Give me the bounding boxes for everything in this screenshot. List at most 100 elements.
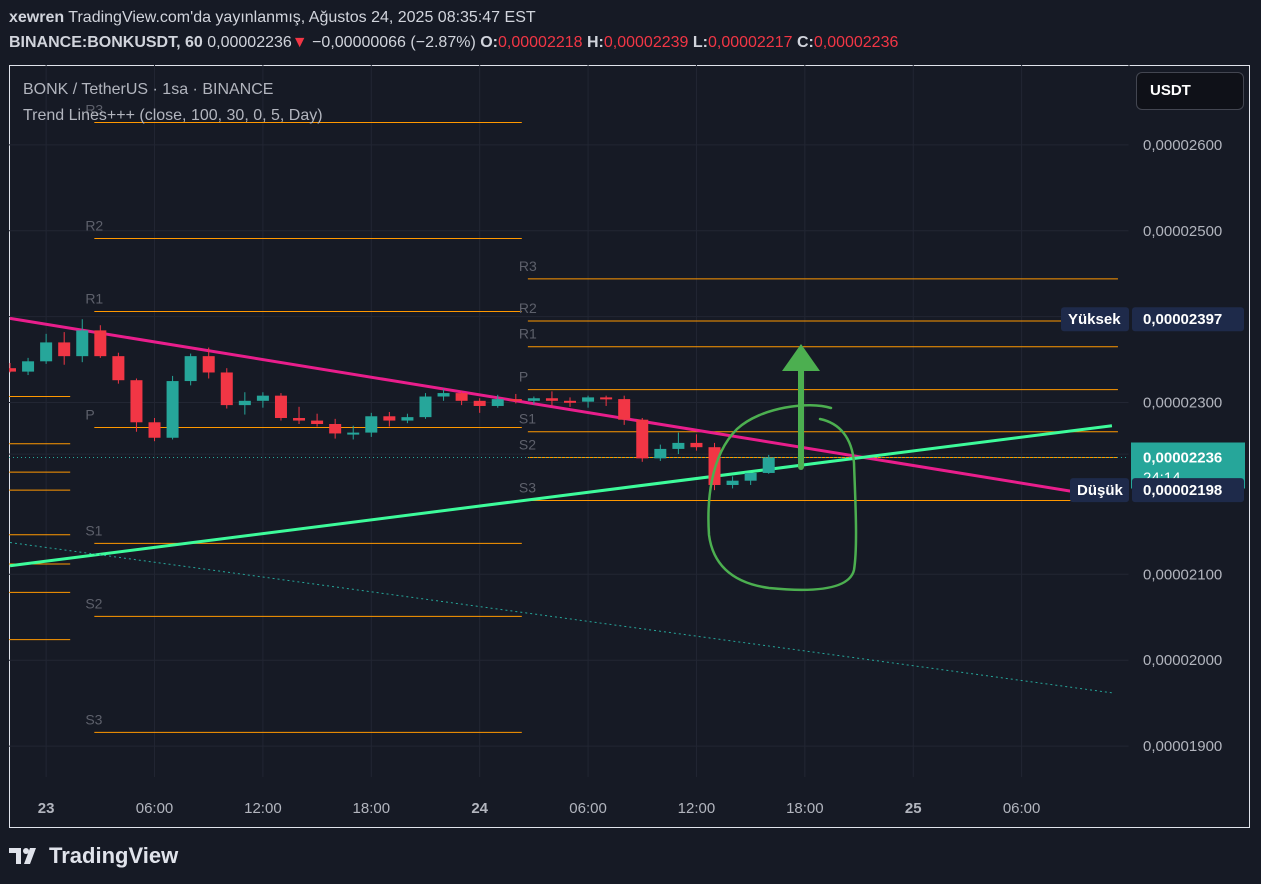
price-tag-label: Düşük <box>1077 482 1124 499</box>
pivot-label: S1 <box>85 522 102 538</box>
low-label: L: <box>692 34 708 51</box>
candle-body <box>473 400 486 406</box>
candle-body <box>455 393 468 401</box>
candle-body <box>365 416 378 433</box>
price-chart[interactable]: R3 R2 R1 P S1 S2 S3 R3 R2 R1 P S1 S2 S3 0,00002600 0,00… <box>9 65 1250 828</box>
candle-body <box>726 480 739 485</box>
candle-body <box>311 420 324 425</box>
candle-body <box>76 330 89 357</box>
candle-body <box>94 330 107 357</box>
pivot-label: S3 <box>519 479 536 495</box>
downtrend-trend-line <box>9 316 1113 500</box>
price-axis-tick: 0,00002300 <box>1143 395 1222 412</box>
time-axis-tick: 18:00 <box>786 800 824 817</box>
candle-body <box>184 356 197 382</box>
candle-body <box>690 442 703 448</box>
time-axis-tick: 25 <box>905 800 922 817</box>
price-tag-value-box <box>1132 478 1244 503</box>
candle-body <box>329 424 342 434</box>
author-name[interactable]: xewren <box>9 9 65 26</box>
price-tag-value-box <box>1132 307 1244 332</box>
price-change: −0,00000066 (−2.87%) <box>312 34 476 51</box>
candle-body <box>527 398 540 401</box>
candle-body <box>22 361 35 372</box>
tradingview-logo-icon <box>9 848 36 864</box>
last-price: 0,00002236 <box>207 34 292 51</box>
pivot-label: R2 <box>85 217 103 233</box>
candle-body <box>654 448 667 459</box>
candle-body <box>220 372 233 406</box>
down-arrow-icon: ▼ <box>291 34 308 51</box>
price-tag-label-box <box>1061 307 1129 332</box>
candle-body <box>437 393 450 397</box>
candle-body <box>238 400 251 406</box>
pivot-label: R3 <box>85 102 103 118</box>
price-axis-tick: 0,00002500 <box>1143 223 1222 240</box>
price-tag-label-box <box>1070 478 1129 503</box>
series-legend[interactable]: BONK / TetherUS · 1sa · BINANCE <box>23 81 274 98</box>
symbol-line: BINANCE:BONKUSDT, 60 0,00002236▼ −0,0000… <box>9 34 898 52</box>
candle-body <box>256 395 269 401</box>
candle-body <box>148 422 161 438</box>
candle-body <box>491 399 504 406</box>
candle-body <box>636 419 649 459</box>
candle-body <box>762 457 775 473</box>
candle-body <box>293 417 306 421</box>
open-value: 0,00002218 <box>498 34 583 51</box>
price-tag-value: 0,00002198 <box>1143 482 1222 499</box>
brand-name: TradingView <box>49 843 179 868</box>
publish-line: xewren TradingView.com'da yayınlanmış, A… <box>9 9 536 27</box>
candle-body <box>130 380 143 423</box>
dotted-trend-line <box>9 542 1113 694</box>
candle-body <box>274 395 287 418</box>
candle-body <box>347 432 360 435</box>
time-axis-tick: 06:00 <box>136 800 174 817</box>
time-axis-tick: 24 <box>471 800 488 817</box>
chart-frame <box>9 65 1250 828</box>
candle-body <box>58 342 71 357</box>
pivot-label: S3 <box>85 711 102 727</box>
pivot-label: S2 <box>519 437 536 453</box>
pivot-label: S1 <box>519 411 536 427</box>
price-axis-tick: 0,00002000 <box>1143 652 1222 669</box>
candle-body <box>202 356 215 373</box>
price-axis-tick: 0,00002600 <box>1143 137 1222 154</box>
pivot-label: R1 <box>519 326 537 342</box>
indicator-legend[interactable]: Trend Lines+++ (close, 100, 30, 0, 5, Da… <box>23 107 323 124</box>
candle-body <box>383 416 396 421</box>
annotation-circle <box>707 403 858 592</box>
symbol-name: BINANCE:BONKUSDT, 60 <box>9 34 203 51</box>
pivot-label: R3 <box>519 258 537 274</box>
price-axis-tick: 0,00001900 <box>1143 738 1222 755</box>
price-tag-label: Yüksek <box>1068 311 1121 328</box>
uptrend-trend-line <box>9 424 1113 568</box>
currency-button[interactable]: USDT <box>1136 72 1244 110</box>
tradingview-logo[interactable]: TradingView <box>9 843 178 869</box>
publish-info: TradingView.com'da yayınlanmış, Ağustos … <box>68 9 536 26</box>
candle-body <box>166 381 179 438</box>
pivot-label: R1 <box>85 290 103 306</box>
time-axis-tick: 12:00 <box>678 800 716 817</box>
candle-body <box>618 399 631 420</box>
annotation-arrow-head <box>782 344 820 371</box>
candle-body <box>401 417 414 421</box>
candle-body <box>744 472 757 481</box>
candle-body <box>112 356 125 381</box>
time-axis-tick: 06:00 <box>1003 800 1041 817</box>
pivot-label: P <box>519 369 528 385</box>
time-axis-tick: 23 <box>38 800 55 817</box>
pivot-label: R2 <box>519 300 537 316</box>
time-axis-tick: 06:00 <box>569 800 607 817</box>
close-value: 0,00002236 <box>813 34 899 51</box>
current-price-value: 0,00002236 <box>1143 450 1222 467</box>
candle-body <box>582 397 595 402</box>
candle-body <box>545 398 558 401</box>
candle-body <box>40 342 53 362</box>
candle-body <box>419 396 432 418</box>
candle-body <box>672 442 685 449</box>
price-axis-tick: 0,00002100 <box>1143 566 1222 583</box>
price-tag-value: 0,00002397 <box>1143 311 1222 328</box>
pivot-label: P <box>85 406 94 422</box>
candle-body <box>564 400 576 403</box>
candle-body <box>509 399 522 402</box>
